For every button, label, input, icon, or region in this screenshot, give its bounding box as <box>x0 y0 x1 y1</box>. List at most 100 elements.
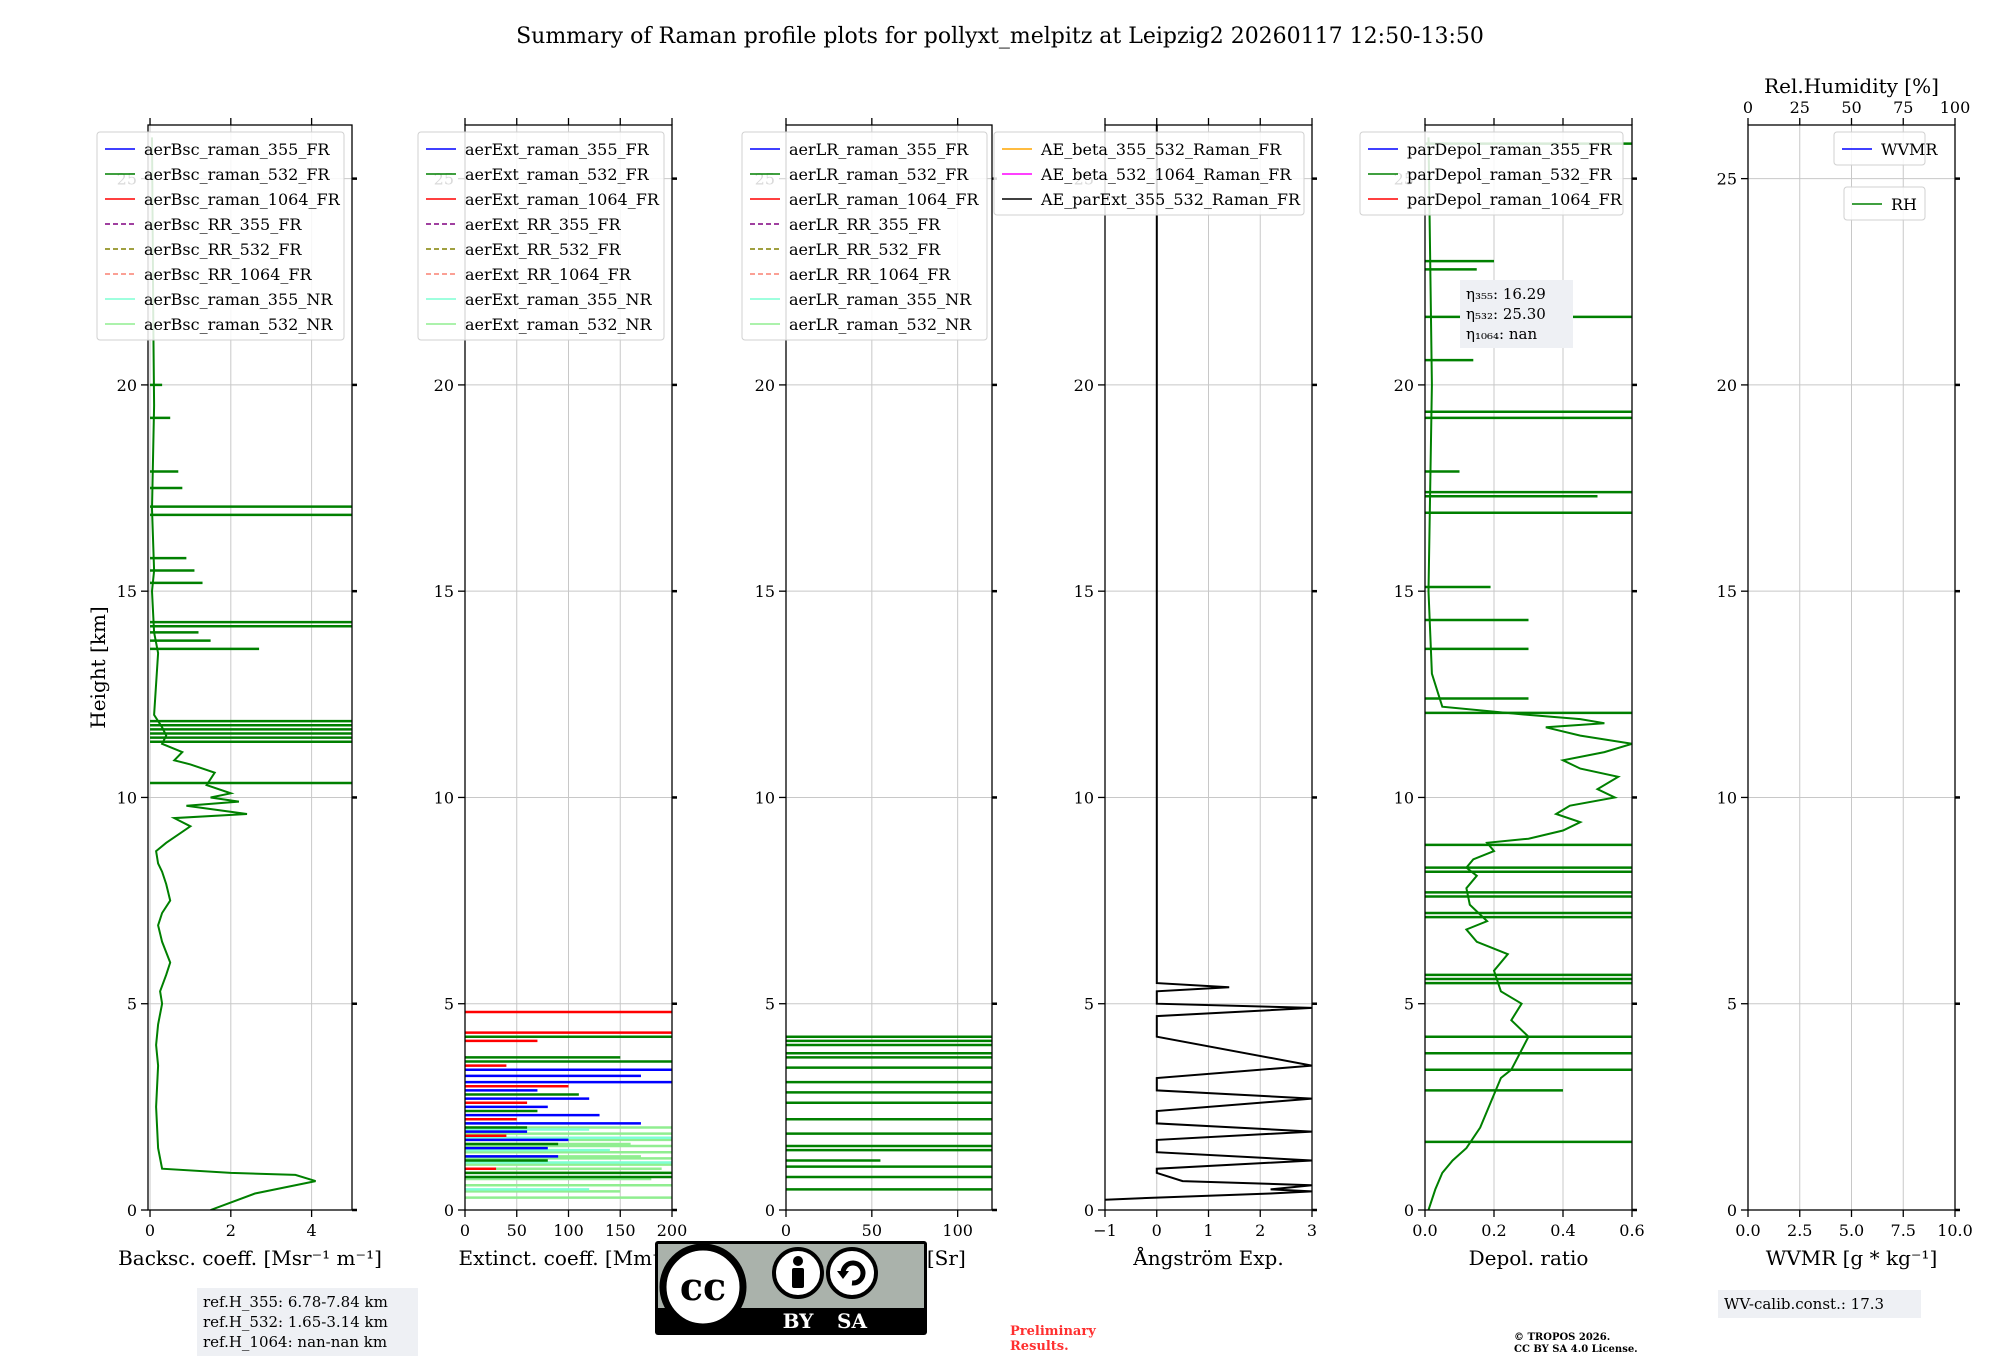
legend-label: aerExt_raman_532_FR <box>465 165 650 184</box>
y-tick-label: 20 <box>117 376 137 395</box>
legend-label: RH <box>1891 195 1917 214</box>
legend-label: parDepol_raman_532_FR <box>1407 165 1613 184</box>
top-axis-label: Rel.Humidity [%] <box>1764 74 1939 98</box>
top-x-tick-label: 50 <box>1841 98 1861 117</box>
legend-label: aerExt_RR_1064_FR <box>465 265 632 284</box>
y-tick-label: 0 <box>765 1201 775 1220</box>
series-line-green <box>150 137 316 1210</box>
x-tick-label: 10.0 <box>1937 1221 1973 1240</box>
legend-frame <box>1833 131 1926 166</box>
x-tick-label: 3 <box>1307 1221 1317 1240</box>
preliminary-note: Preliminary Results. <box>1010 1324 1096 1354</box>
series-group <box>465 1010 672 1199</box>
panel-depol: 0.00.20.40.60510152025Depol. ratioparDep… <box>1359 118 1645 1270</box>
top-x-tick-label: 75 <box>1893 98 1913 117</box>
axes-frame <box>147 124 353 1211</box>
x-tick-label: 4 <box>307 1221 317 1240</box>
note-line: η₅₃₂: 25.30 <box>1466 305 1546 323</box>
legend-extinction: aerExt_raman_355_FR aerExt_raman_532_FRae… <box>417 131 665 341</box>
x-tick-label: 50 <box>507 1221 527 1240</box>
x-tick-label: −1 <box>1093 1221 1117 1240</box>
top-x-tick-label: 100 <box>1940 98 1971 117</box>
legend-backscatter: aerBsc_raman_355_FR aerBsc_raman_532_FRae… <box>96 131 345 341</box>
x-tick-label: 50 <box>862 1221 882 1240</box>
y-tick-label: 20 <box>755 376 775 395</box>
sa-share-icon <box>826 1247 878 1299</box>
note-frame <box>197 1288 418 1356</box>
top-x-tick-label: 25 <box>1790 98 1810 117</box>
copyright-note: © TROPOS 2026. CC BY SA 4.0 License. <box>1514 1332 1638 1356</box>
x-tick-label: 100 <box>942 1221 973 1240</box>
y-tick-label: 10 <box>1074 788 1094 807</box>
note-frame <box>1718 1290 1921 1318</box>
legend-label: aerBsc_RR_1064_FR <box>144 265 313 284</box>
y-tick-label: 0 <box>444 1201 454 1220</box>
cc-icon <box>659 1243 747 1331</box>
legend-label: aerExt_raman_1064_FR <box>465 190 660 209</box>
by-label: BY <box>783 1309 815 1333</box>
y-tick-label: 20 <box>1394 376 1414 395</box>
note-line: η₃₅₅: 16.29 <box>1466 285 1546 303</box>
y-tick-label: 5 <box>444 995 454 1014</box>
legend-frame <box>993 131 1305 216</box>
legend-frame <box>1843 186 1926 221</box>
x-tick-label: 200 <box>657 1221 688 1240</box>
note-backscatter: ref.H_355: 6.78-7.84 km ref.H_532: 1.65-3… <box>197 1288 418 1356</box>
note-line: ref.H_355: 6.78-7.84 km <box>203 1293 388 1311</box>
panel-lidar_ratio: 0501000510152025Lidar ratio [Sr]aerLR_ra… <box>741 118 997 1270</box>
x-tick-label: 150 <box>605 1221 636 1240</box>
legend-label: aerLR_raman_532_NR <box>789 315 972 334</box>
x-axis-label: WVMR [g * kg⁻¹] <box>1766 1246 1938 1270</box>
legend-label: aerBsc_RR_355_FR <box>144 215 302 234</box>
x-tick-label: 2 <box>226 1221 236 1240</box>
note-line: ref.H_532: 1.65-3.14 km <box>203 1313 388 1331</box>
x-tick-label: 0 <box>781 1221 791 1240</box>
axes-frame <box>785 124 993 1211</box>
x-tick-label: 100 <box>553 1221 584 1240</box>
y-tick-label: 20 <box>1717 376 1737 395</box>
series-group <box>1105 125 1312 1201</box>
legend-depol: parDepol_raman_355_FR parDepol_raman_532_… <box>1359 131 1624 216</box>
legend-label: aerLR_RR_355_FR <box>789 215 941 234</box>
legend-label: parDepol_raman_355_FR <box>1407 140 1613 159</box>
legend-label: aerLR_RR_1064_FR <box>789 265 951 284</box>
y-tick-label: 20 <box>1074 376 1094 395</box>
legend-wvmr: WVMR <box>1833 131 1938 166</box>
panel-angstrom: −101230510152025Ångström Exp.AE_beta_355… <box>993 118 1317 1270</box>
x-axis-label: Ångström Exp. <box>1132 1245 1283 1270</box>
legend-rh: RH <box>1843 186 1926 221</box>
y-tick-label: 10 <box>1394 788 1414 807</box>
y-tick-label: 20 <box>434 376 454 395</box>
series-line-black <box>1105 125 1312 1201</box>
x-tick-label: 0.2 <box>1481 1221 1506 1240</box>
legend-label: aerLR_raman_532_FR <box>789 165 969 184</box>
x-tick-label: 1 <box>1203 1221 1213 1240</box>
y-tick-label: 10 <box>434 788 454 807</box>
legend-frame <box>1359 131 1624 216</box>
x-tick-label: 5.0 <box>1839 1221 1864 1240</box>
axes-frame <box>1424 124 1633 1211</box>
figure-title: Summary of Raman profile plots for polly… <box>516 24 1484 49</box>
note-line: WV-calib.const.: 17.3 <box>1724 1295 1884 1313</box>
note-line: η₁₀₆₄: nan <box>1466 325 1537 343</box>
legend-label: aerExt_raman_355_FR <box>465 140 650 159</box>
legend-label: aerBsc_raman_532_FR <box>144 165 330 184</box>
series-line-green <box>1427 137 1632 1210</box>
y-tick-label: 5 <box>127 995 137 1014</box>
x-tick-label: 0 <box>460 1221 470 1240</box>
y-tick-label: 0 <box>1084 1201 1094 1220</box>
legend-label: aerLR_raman_355_NR <box>789 290 972 309</box>
legend-label: aerBsc_raman_355_FR <box>144 140 330 159</box>
legend-label: aerBsc_raman_1064_FR <box>144 190 341 209</box>
legend-label: WVMR <box>1881 140 1938 159</box>
y-tick-label: 10 <box>1717 788 1737 807</box>
legend-label: parDepol_raman_1064_FR <box>1407 190 1623 209</box>
copyright-line-1: © TROPOS 2026. <box>1514 1332 1611 1343</box>
x-axis-label: Extinct. coeff. [Mm⁻¹] <box>458 1246 678 1270</box>
note-line: ref.H_1064: nan-nan km <box>203 1333 387 1351</box>
y-tick-label: 10 <box>755 788 775 807</box>
y-tick-label: 5 <box>1084 995 1094 1014</box>
series-group <box>150 137 352 1210</box>
preliminary-line-1: Preliminary <box>1010 1324 1096 1339</box>
x-tick-label: 2.5 <box>1787 1221 1812 1240</box>
